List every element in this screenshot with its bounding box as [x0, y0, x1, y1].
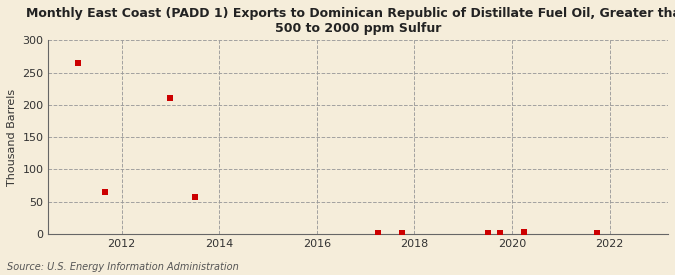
Point: [165, 96, 176, 101]
Point: [519, 230, 530, 234]
Point: [373, 230, 383, 235]
Y-axis label: Thousand Barrels: Thousand Barrels: [7, 89, 17, 186]
Point: [494, 230, 505, 235]
Point: [592, 230, 603, 235]
Point: [72, 61, 83, 65]
Point: [190, 194, 200, 199]
Point: [397, 230, 408, 235]
Point: [99, 190, 110, 194]
Title: Monthly East Coast (PADD 1) Exports to Dominican Republic of Distillate Fuel Oil: Monthly East Coast (PADD 1) Exports to D…: [26, 7, 675, 35]
Point: [482, 230, 493, 235]
Text: Source: U.S. Energy Information Administration: Source: U.S. Energy Information Administ…: [7, 262, 238, 272]
